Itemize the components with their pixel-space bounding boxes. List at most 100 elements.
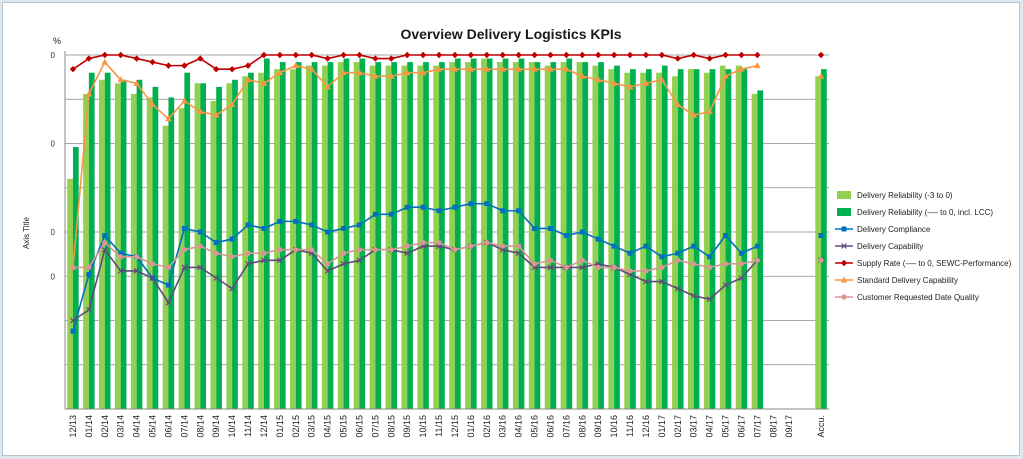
bar bbox=[486, 58, 493, 409]
bar bbox=[327, 62, 334, 410]
point bbox=[260, 51, 268, 59]
bar bbox=[130, 93, 137, 409]
bar bbox=[640, 72, 646, 409]
bar bbox=[178, 108, 185, 409]
point bbox=[722, 72, 729, 79]
point-stroke bbox=[181, 264, 188, 271]
point bbox=[277, 218, 283, 224]
legend-swatch bbox=[837, 191, 851, 199]
point bbox=[690, 111, 698, 118]
point bbox=[691, 261, 697, 267]
bar bbox=[528, 62, 535, 410]
point bbox=[181, 264, 188, 271]
bar bbox=[598, 62, 604, 410]
point bbox=[261, 257, 267, 264]
bar bbox=[815, 76, 822, 410]
series-line bbox=[72, 202, 758, 332]
bar bbox=[560, 62, 567, 410]
x-tick-label: 04/14 bbox=[132, 415, 142, 438]
point bbox=[547, 51, 554, 59]
x-tick-labels: 12/13 01/14 02/14 03/14 04/14 05/14 06/14 07/14… bbox=[68, 415, 826, 438]
bar bbox=[248, 72, 254, 409]
point-stroke bbox=[547, 264, 554, 271]
point bbox=[149, 275, 156, 281]
x-tick-label: 12/16 bbox=[641, 415, 651, 438]
point bbox=[85, 55, 93, 62]
x-tick-label: 02/16 bbox=[482, 415, 492, 438]
point bbox=[595, 51, 602, 59]
point bbox=[435, 51, 443, 59]
point bbox=[197, 55, 204, 62]
point bbox=[675, 250, 681, 256]
point bbox=[229, 285, 236, 292]
bar bbox=[624, 72, 631, 409]
y-tick-label: 0 bbox=[51, 228, 56, 237]
point bbox=[70, 264, 76, 270]
point bbox=[118, 254, 124, 260]
point bbox=[658, 51, 666, 59]
bar bbox=[423, 62, 429, 410]
point bbox=[452, 204, 458, 210]
point-stroke bbox=[70, 317, 76, 324]
point bbox=[102, 233, 108, 239]
bars bbox=[67, 58, 827, 410]
point-stroke bbox=[165, 299, 172, 306]
point bbox=[308, 65, 316, 72]
bar bbox=[385, 65, 392, 409]
point bbox=[213, 240, 219, 246]
x-tick-label: 03/17 bbox=[689, 415, 699, 438]
point bbox=[181, 97, 188, 104]
point bbox=[642, 79, 650, 86]
point bbox=[738, 65, 745, 72]
point bbox=[404, 250, 411, 257]
point bbox=[563, 233, 569, 239]
point bbox=[309, 222, 315, 228]
x-tick-label: 05/17 bbox=[721, 415, 731, 438]
series-lines bbox=[69, 51, 825, 334]
point bbox=[244, 76, 252, 83]
point bbox=[340, 69, 347, 76]
point-stroke bbox=[324, 268, 331, 274]
point-stroke bbox=[229, 285, 236, 292]
point bbox=[340, 250, 347, 256]
point-stroke bbox=[101, 246, 108, 253]
point bbox=[723, 233, 729, 239]
x-tick-label: 10/16 bbox=[609, 415, 619, 438]
point bbox=[532, 225, 538, 231]
point bbox=[643, 243, 649, 249]
point bbox=[292, 51, 299, 59]
point bbox=[372, 55, 379, 62]
point bbox=[658, 278, 665, 285]
bar bbox=[544, 65, 551, 409]
bar bbox=[232, 79, 238, 409]
point bbox=[595, 236, 601, 242]
point bbox=[340, 260, 347, 267]
point bbox=[181, 247, 187, 253]
bar bbox=[741, 69, 748, 409]
series-line bbox=[72, 241, 758, 322]
bar bbox=[305, 65, 312, 409]
bar bbox=[146, 97, 153, 409]
point bbox=[500, 208, 506, 214]
point bbox=[754, 51, 761, 59]
point-stroke bbox=[658, 278, 665, 285]
bar bbox=[369, 65, 376, 409]
point bbox=[325, 261, 331, 267]
x-tick-label: 08/14 bbox=[195, 415, 205, 438]
point bbox=[388, 55, 395, 62]
point bbox=[356, 222, 362, 228]
point bbox=[245, 250, 251, 256]
x-tick-label: 12/14 bbox=[259, 415, 269, 438]
x-tick-label: 10/15 bbox=[418, 415, 428, 438]
point bbox=[133, 55, 140, 62]
legend-label: Delivery Reliability (-3 to 0) bbox=[857, 191, 953, 200]
y-tick-label: 0 bbox=[51, 51, 56, 60]
point bbox=[722, 282, 729, 289]
point bbox=[420, 240, 426, 246]
legend: Delivery Reliability (-3 to 0) Delivery R… bbox=[835, 191, 1012, 302]
bar bbox=[104, 72, 111, 409]
point bbox=[690, 292, 697, 299]
x-tick-label: 01/16 bbox=[466, 415, 476, 438]
point bbox=[674, 285, 681, 292]
point bbox=[738, 250, 744, 256]
